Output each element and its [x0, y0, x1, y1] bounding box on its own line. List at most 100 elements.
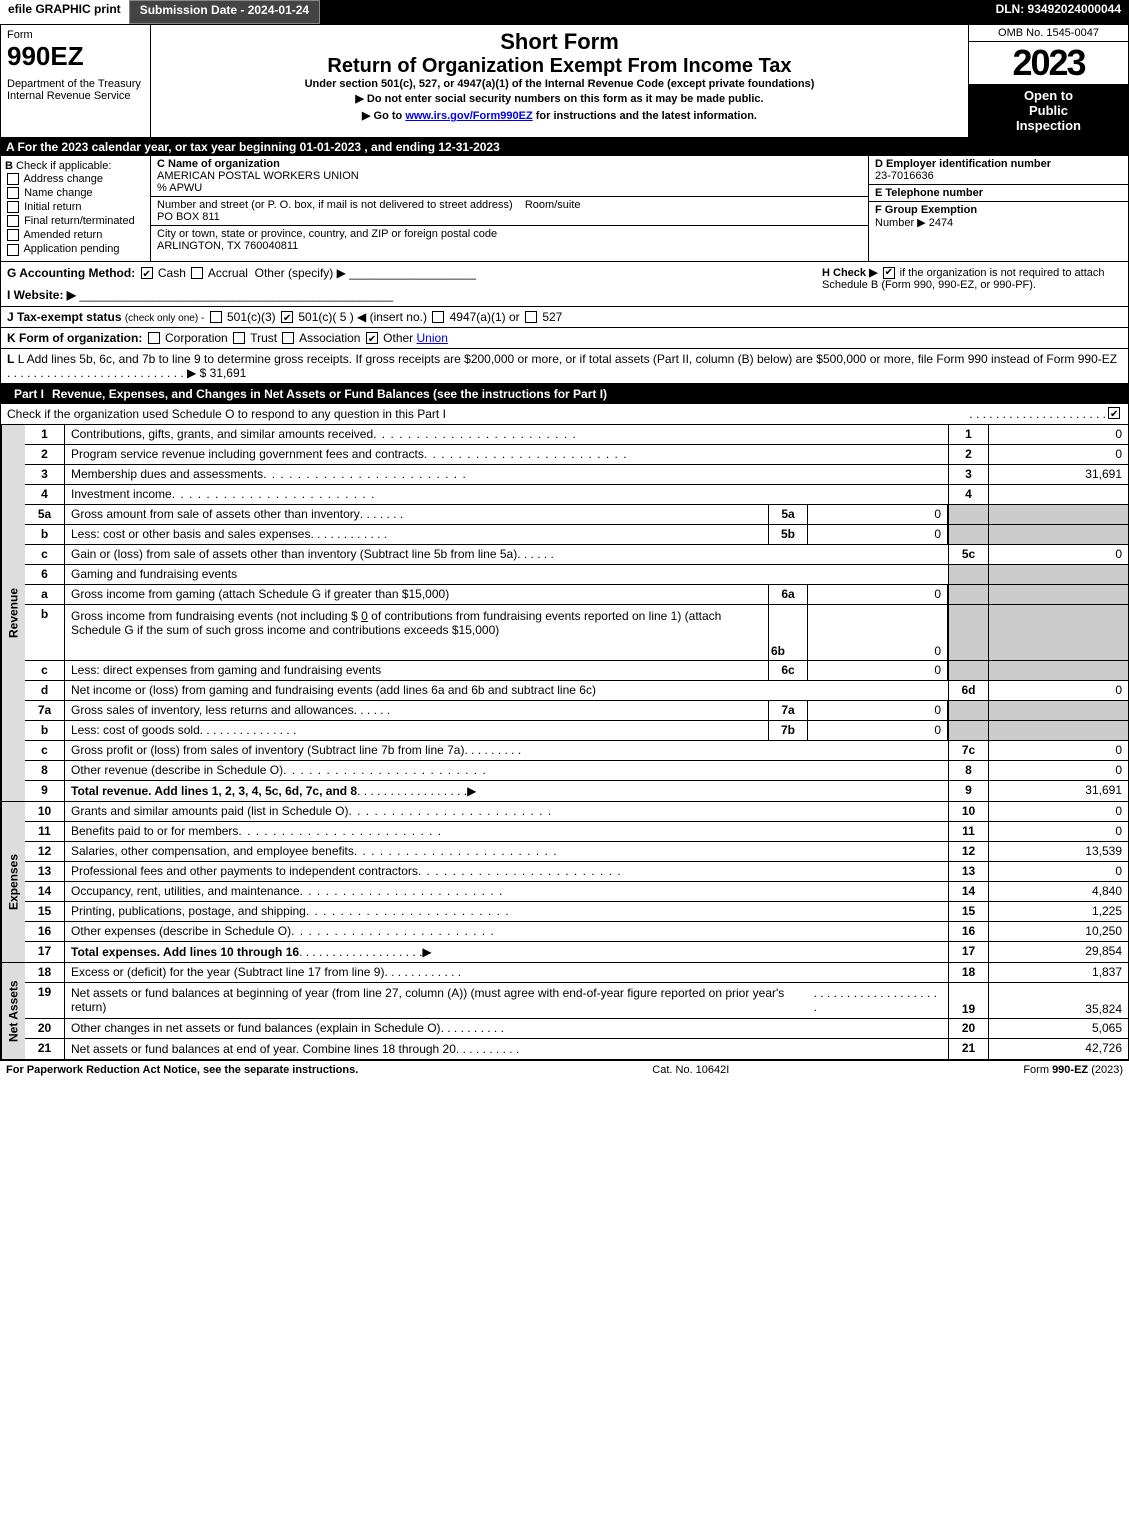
chk-h[interactable]: [883, 267, 895, 279]
inspect3: Inspection: [973, 118, 1124, 133]
chk-assoc[interactable]: [282, 332, 294, 344]
k-other-val[interactable]: Union: [417, 331, 448, 345]
val-1: 0: [988, 425, 1128, 444]
omb-number: OMB No. 1545-0047: [969, 25, 1128, 42]
val-11: 0: [988, 822, 1128, 841]
ssn-warning: ▶ Do not enter social security numbers o…: [157, 90, 962, 107]
inspect2: Public: [973, 103, 1124, 118]
net-assets-section: Net Assets 18Excess or (deficit) for the…: [0, 963, 1129, 1060]
street-val: PO BOX 811: [157, 211, 220, 223]
submission-date-button[interactable]: Submission Date - 2024-01-24: [129, 0, 320, 24]
c-name-lbl: C Name of organization: [157, 158, 280, 170]
section-bcdef: B Check if applicable: Address change Na…: [0, 156, 1129, 262]
val-12: 13,539: [988, 842, 1128, 861]
f-lbl: F Group Exemption: [875, 204, 977, 216]
val-13: 0: [988, 862, 1128, 881]
chk-other-org[interactable]: [366, 332, 378, 344]
j-sub: (check only one) -: [125, 313, 204, 324]
header-right: OMB No. 1545-0047 2023 Open to Public In…: [968, 25, 1128, 137]
val-6c: 0: [808, 661, 948, 680]
line-h: H Check ▶ if the organization is not req…: [822, 266, 1122, 291]
l-val: ▶ $ 31,691: [187, 366, 246, 380]
line-a: A For the 2023 calendar year, or tax yea…: [0, 138, 1129, 156]
page-footer: For Paperwork Reduction Act Notice, see …: [0, 1060, 1129, 1079]
form-number: 990EZ: [7, 41, 144, 72]
g-label: G Accounting Method:: [7, 266, 135, 280]
g-other: Other (specify) ▶: [255, 266, 346, 280]
expenses-tab: Expenses: [1, 802, 25, 962]
box-b: B Check if applicable: Address change Na…: [1, 156, 151, 261]
group-exempt-val: 2474: [929, 217, 953, 229]
val-5a: 0: [808, 505, 948, 524]
dln-label: DLN: 93492024000044: [988, 0, 1129, 24]
val-3: 31,691: [988, 465, 1128, 484]
goto-post: for instructions and the latest informat…: [533, 110, 757, 122]
chk-cash[interactable]: [141, 267, 153, 279]
chk-address[interactable]: Address change: [5, 172, 146, 186]
chk-initial[interactable]: Initial return: [5, 200, 146, 214]
city-val: ARLINGTON, TX 760040811: [157, 240, 298, 252]
line-j: J Tax-exempt status (check only one) - 5…: [0, 307, 1129, 328]
val-4: [988, 485, 1128, 504]
e-lbl: E Telephone number: [875, 187, 983, 199]
goto-line: ▶ Go to www.irs.gov/Form990EZ for instru…: [157, 107, 962, 124]
val-14: 4,840: [988, 882, 1128, 901]
val-5b: 0: [808, 525, 948, 544]
part-i-title: Revenue, Expenses, and Changes in Net As…: [52, 387, 607, 401]
chk-trust[interactable]: [233, 332, 245, 344]
revenue-section: Revenue 1Contributions, gifts, grants, a…: [0, 425, 1129, 802]
val-17: 29,854: [988, 942, 1128, 962]
footer-right: Form 990-EZ (2023): [1023, 1064, 1123, 1076]
part-i-header: Part I Revenue, Expenses, and Changes in…: [0, 384, 1129, 404]
chk-pending[interactable]: Application pending: [5, 242, 146, 256]
k-label: K Form of organization:: [7, 331, 142, 345]
chk-accrual[interactable]: [191, 267, 203, 279]
b-letter: B: [5, 160, 13, 172]
net-assets-tab: Net Assets: [1, 963, 25, 1059]
revenue-tab: Revenue: [1, 425, 25, 801]
l-text: L Add lines 5b, 6c, and 7b to line 9 to …: [18, 352, 1117, 366]
f-lbl2: Number ▶: [875, 217, 926, 229]
topbar-spacer: [320, 0, 987, 24]
chk-527[interactable]: [525, 311, 537, 323]
val-15: 1,225: [988, 902, 1128, 921]
footer-left: For Paperwork Reduction Act Notice, see …: [6, 1064, 358, 1076]
chk-final[interactable]: Final return/terminated: [5, 214, 146, 228]
line-g: G Accounting Method: Cash Accrual Other …: [7, 266, 822, 302]
form-word: Form: [7, 29, 144, 41]
d-lbl: D Employer identification number: [875, 158, 1051, 170]
box-f: F Group Exemption Number ▶ 2474: [869, 202, 1128, 231]
g-cash: Cash: [158, 266, 186, 280]
irs-link[interactable]: www.irs.gov/Form990EZ: [405, 110, 532, 122]
irs-label: Internal Revenue Service: [7, 90, 144, 102]
chk-501c3[interactable]: [210, 311, 222, 323]
line-k: K Form of organization: Corporation Trus…: [0, 328, 1129, 349]
chk-amended[interactable]: Amended return: [5, 228, 146, 242]
box-c: C Name of organization AMERICAN POSTAL W…: [151, 156, 868, 261]
expenses-section: Expenses 10Grants and similar amounts pa…: [0, 802, 1129, 963]
val-7a: 0: [808, 701, 948, 720]
chk-4947[interactable]: [432, 311, 444, 323]
goto-pre: ▶ Go to: [362, 110, 405, 122]
ein-val: 23-7016636: [875, 170, 934, 182]
val-21: 42,726: [988, 1039, 1128, 1059]
room-lbl: Room/suite: [525, 199, 581, 211]
val-6d: 0: [988, 681, 1128, 700]
i-label: I Website: ▶: [7, 288, 76, 302]
val-7c: 0: [988, 741, 1128, 760]
line-l: L L Add lines 5b, 6c, and 7b to line 9 t…: [0, 349, 1129, 384]
chk-corp[interactable]: [148, 332, 160, 344]
tax-year: 2023: [969, 42, 1128, 84]
c-street: Number and street (or P. O. box, if mail…: [151, 197, 868, 226]
val-6b: 0: [808, 605, 948, 660]
chk-501c[interactable]: [281, 311, 293, 323]
inspection-box: Open to Public Inspection: [969, 84, 1128, 137]
efile-print-button[interactable]: efile GRAPHIC print: [0, 0, 129, 24]
city-lbl: City or town, state or province, country…: [157, 228, 497, 240]
part-i-check: Check if the organization used Schedule …: [0, 404, 1129, 425]
val-10: 0: [988, 802, 1128, 821]
chk-name[interactable]: Name change: [5, 186, 146, 200]
chk-part-i-o[interactable]: [1108, 407, 1120, 419]
inspect1: Open to: [973, 88, 1124, 103]
val-19: 35,824: [988, 983, 1128, 1018]
